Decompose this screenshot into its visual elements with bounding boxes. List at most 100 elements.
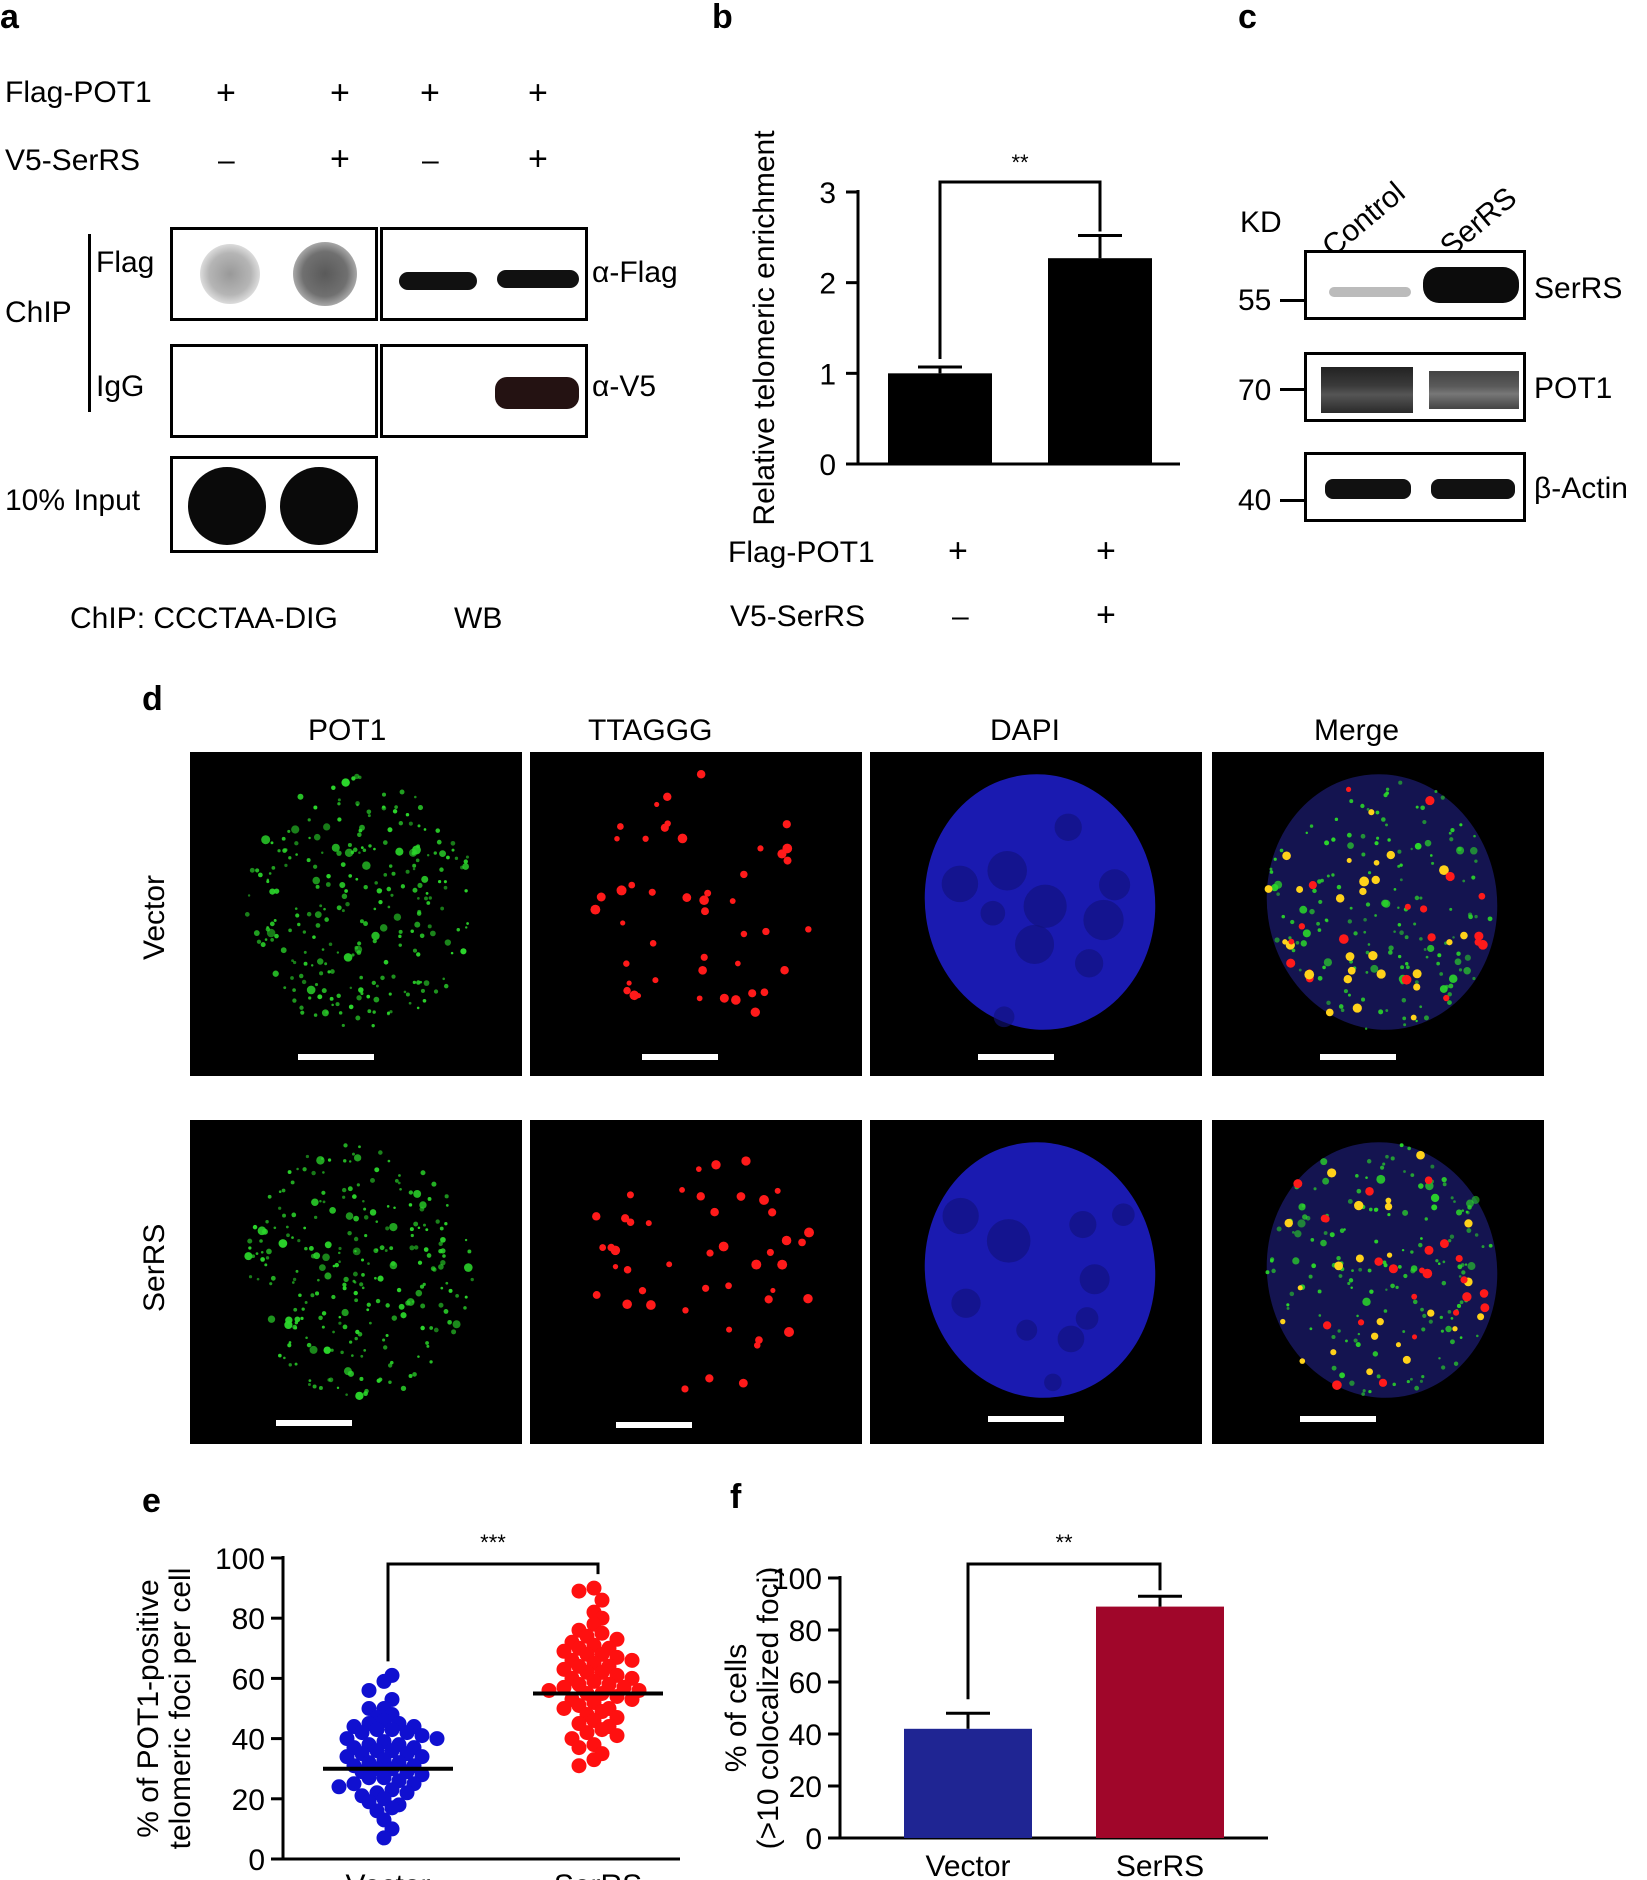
pot1-focus: [1273, 857, 1277, 861]
pot1-focus: [388, 864, 393, 868]
pot1-focus: [314, 982, 319, 987]
nucleolus-shadow: [1016, 1319, 1038, 1341]
pot1-focus: [1365, 1176, 1368, 1179]
pot1-focus: [1456, 846, 1465, 855]
pot1-focus: [443, 983, 449, 989]
telomere-focus: [1478, 939, 1488, 950]
pot1-focus: [1448, 831, 1452, 835]
pot1-focus: [315, 884, 320, 889]
telomere-focus: [1460, 1276, 1468, 1284]
pot1-focus: [405, 869, 410, 874]
pot1-focus: [319, 1199, 322, 1203]
telomere-focus: [1425, 796, 1435, 806]
pot1-focus: [385, 1303, 390, 1308]
pot1-focus: [306, 858, 311, 863]
pot1-focus: [301, 1307, 305, 1311]
pot1-focus: [403, 990, 407, 994]
pot1-focus: [378, 899, 383, 905]
telomere-focus: [1297, 1285, 1303, 1291]
pot1-focus: [291, 825, 300, 834]
row-label-vector: Vector: [138, 874, 171, 960]
pot1-focus: [362, 1199, 365, 1203]
b-ytick-label: 1: [819, 358, 836, 391]
pot1-focus: [253, 930, 260, 936]
pot1-focus: [1353, 1338, 1358, 1343]
pot1-focus: [361, 1258, 365, 1262]
pot1-focus: [360, 1354, 364, 1358]
pot1-focus: [379, 924, 388, 932]
telomere-focus: [1401, 974, 1412, 985]
pot1-focus: [1467, 1262, 1476, 1271]
pot1-focus: [264, 938, 268, 941]
pot1-focus: [1336, 884, 1342, 890]
pot1-focus: [291, 1212, 297, 1218]
pot1-focus: [373, 847, 376, 851]
pot1-focus: [1393, 930, 1396, 933]
pot1-focus: [379, 1245, 385, 1251]
pot1-focus: [419, 1206, 425, 1212]
pot1-focus: [389, 1222, 398, 1232]
pot1-focus: [321, 1009, 329, 1017]
pot1-focus: [1474, 859, 1478, 863]
telomere-focus: [1332, 1380, 1342, 1390]
telomere-focus: [1355, 1254, 1364, 1263]
pot1-focus: [1309, 908, 1315, 915]
pot1-focus: [284, 848, 288, 852]
pot1-focus: [1385, 1154, 1389, 1159]
pot1-focus: [400, 1312, 407, 1319]
pot1-focus: [277, 849, 281, 853]
pot1-focus: [352, 1271, 358, 1277]
pot1-focus: [313, 1013, 318, 1017]
telomere-focus: [635, 993, 642, 999]
pot1-focus: [327, 1378, 331, 1382]
pot1-focus: [1301, 1203, 1306, 1208]
pot1-focus: [340, 862, 346, 867]
b-ylabel: Relative telomeric enrichment: [748, 130, 781, 526]
pot1-focus: [292, 998, 297, 1003]
pot1-focus: [1331, 837, 1336, 842]
pot1-focus: [1425, 1181, 1434, 1191]
pot1-focus: [1434, 790, 1438, 794]
chip-bracket: [88, 234, 91, 412]
pot1-focus: [1402, 1209, 1409, 1216]
pot1-focus: [341, 1308, 349, 1317]
pot1-focus: [1349, 1380, 1355, 1386]
pot1-focus: [294, 841, 299, 846]
pot1-focus: [366, 809, 372, 815]
pot1-focus: [1289, 1291, 1295, 1297]
pot1-focus: [249, 867, 255, 873]
pot1-focus: [338, 1011, 343, 1015]
pot1-focus: [426, 1253, 432, 1258]
pot1-focus: [1455, 1209, 1463, 1216]
pot1-focus: [1310, 1238, 1315, 1242]
pot1-focus: [1424, 1217, 1428, 1221]
pot1-focus: [419, 933, 425, 939]
telomere-focus: [729, 898, 736, 905]
pot1-focus: [425, 1228, 429, 1232]
pot1-focus: [1474, 914, 1478, 919]
pot1-focus: [343, 953, 353, 962]
pot1-focus: [304, 1246, 308, 1251]
telomere-focus: [1325, 1008, 1334, 1017]
pot1-focus: [394, 1179, 399, 1183]
pot1-focus: [1405, 961, 1409, 966]
pot1-focus: [1302, 1214, 1308, 1220]
pot1-focus: [1410, 1250, 1414, 1254]
pot1-focus: [315, 1291, 320, 1296]
pot1-focus: [387, 827, 393, 833]
telomere-focus: [1293, 1179, 1303, 1189]
v5-serrs-row-label: V5-SerRS: [5, 144, 141, 177]
pot1-focus: [393, 913, 402, 921]
pot1-focus: [308, 1246, 314, 1251]
pot1-focus: [1385, 823, 1388, 827]
pot1-focus: [387, 1011, 390, 1015]
blot-name-serrs: SerRS: [1534, 272, 1623, 305]
pot1-focus: [1463, 966, 1471, 975]
pot1-focus: [1437, 1262, 1441, 1265]
pot1-focus: [364, 1388, 369, 1394]
pot1-focus: [368, 1321, 372, 1325]
pot1-focus: [374, 881, 378, 885]
pot1-focus: [1382, 1162, 1386, 1166]
pot1-focus: [302, 930, 307, 934]
pot1-focus: [456, 927, 461, 932]
